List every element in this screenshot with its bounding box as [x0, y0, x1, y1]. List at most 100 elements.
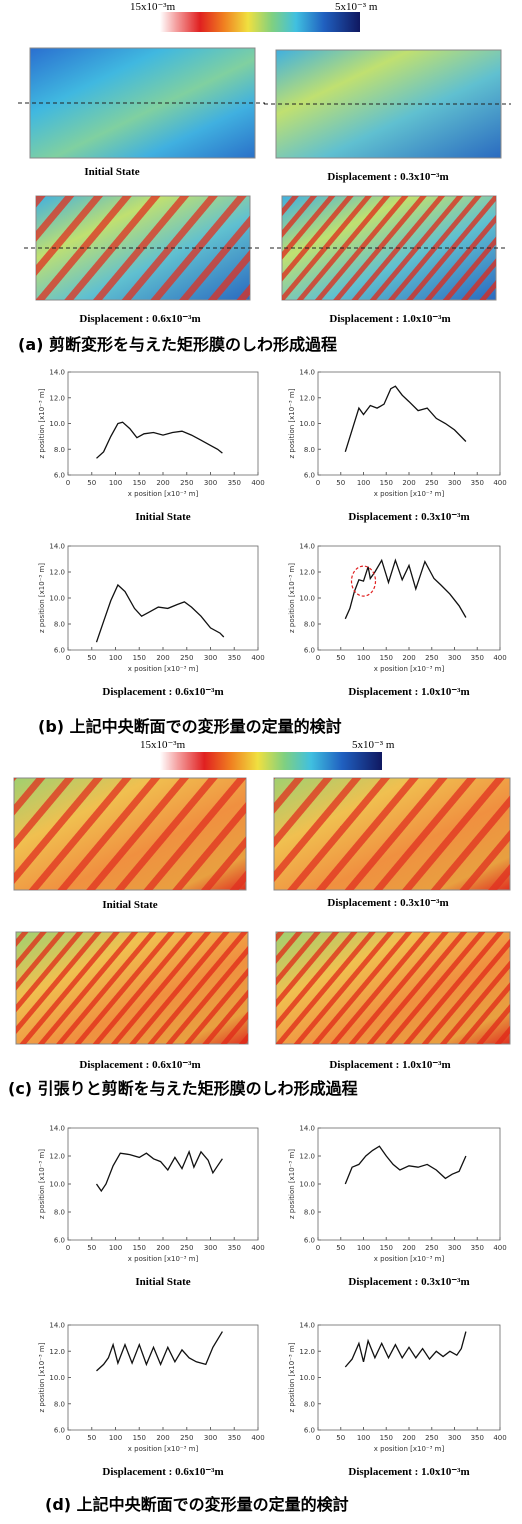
x-tick-label: 200	[156, 479, 169, 487]
y-tick-label: 14.0	[299, 1322, 315, 1330]
y-tick-label: 6.0	[304, 647, 315, 655]
x-tick-label: 200	[156, 1434, 169, 1442]
x-tick-label: 100	[109, 654, 122, 662]
colorbar	[160, 752, 382, 770]
x-tick-label: 300	[448, 1434, 461, 1442]
x-tick-label: 200	[402, 479, 415, 487]
y-axis-label: z position [x10⁻³ m]	[38, 388, 46, 458]
colorbar	[160, 12, 360, 32]
x-tick-label: 100	[357, 1434, 370, 1442]
x-tick-label: 150	[380, 1434, 393, 1442]
y-tick-label: 8.0	[304, 1209, 315, 1217]
x-axis-label: x position [x10⁻³ m]	[128, 490, 199, 498]
x-tick-label: 250	[425, 1434, 438, 1442]
chart-caption: Initial State	[135, 511, 190, 523]
y-tick-label: 12.0	[299, 394, 315, 402]
data-line	[97, 422, 223, 458]
wrinkle-bands	[274, 778, 510, 890]
data-line	[345, 386, 466, 452]
chart-caption: Displacement : 0.3x10⁻³m	[348, 511, 469, 523]
x-axis-label: x position [x10⁻³ m]	[374, 1255, 445, 1263]
x-tick-label: 400	[493, 1434, 506, 1442]
y-tick-label: 12.0	[299, 569, 315, 577]
data-line	[97, 1332, 223, 1371]
y-tick-label: 14.0	[49, 369, 65, 377]
data-line	[345, 1146, 466, 1184]
y-tick-label: 6.0	[54, 647, 65, 655]
x-tick-label: 200	[402, 654, 415, 662]
colorbar-label: 15x10⁻³m	[130, 1, 176, 13]
x-tick-label: 200	[156, 1244, 169, 1252]
colorbar-label: 15x10⁻³m	[140, 739, 186, 751]
y-tick-label: 12.0	[49, 569, 65, 577]
x-axis-label: x position [x10⁻³ m]	[374, 490, 445, 498]
y-tick-label: 10.0	[49, 420, 65, 428]
y-tick-label: 10.0	[49, 1374, 65, 1382]
chart-caption: Displacement : 0.3x10⁻³m	[348, 1276, 469, 1288]
x-tick-label: 300	[204, 1434, 217, 1442]
y-tick-label: 12.0	[299, 1348, 315, 1356]
y-tick-label: 14.0	[49, 1125, 65, 1133]
y-tick-label: 10.0	[49, 595, 65, 603]
panel-title: (b) 上記中央断面での変形量の定量的検討	[38, 717, 342, 736]
x-tick-label: 300	[204, 479, 217, 487]
plot-area	[68, 1325, 258, 1430]
x-tick-label: 400	[251, 1434, 264, 1442]
chart-caption: Initial State	[135, 1276, 190, 1288]
plot-area	[68, 546, 258, 650]
x-tick-label: 0	[66, 479, 70, 487]
image-caption: Displacement : 1.0x10⁻³m	[329, 313, 450, 325]
figure: 15x10⁻³m 5x10⁻³ m Initial State Displace…	[0, 0, 522, 1524]
x-axis-label: x position [x10⁻³ m]	[374, 1445, 445, 1453]
x-tick-label: 400	[251, 654, 264, 662]
x-tick-label: 0	[316, 479, 320, 487]
plot-area	[318, 1325, 500, 1430]
chart-caption: Displacement : 1.0x10⁻³m	[348, 686, 469, 698]
y-tick-label: 14.0	[299, 543, 315, 551]
y-tick-label: 10.0	[299, 1181, 315, 1189]
chart-caption: Displacement : 1.0x10⁻³m	[348, 1466, 469, 1478]
y-tick-label: 8.0	[304, 621, 315, 629]
image-caption: Displacement : 1.0x10⁻³m	[329, 1059, 450, 1071]
image-caption: Initial State	[84, 166, 139, 178]
y-tick-label: 6.0	[54, 1427, 65, 1435]
x-tick-label: 400	[493, 479, 506, 487]
y-tick-label: 6.0	[54, 1237, 65, 1245]
data-line	[345, 1332, 466, 1367]
image-caption: Displacement : 0.6x10⁻³m	[79, 313, 200, 325]
colorbar-label: 5x10⁻³ m	[335, 1, 378, 13]
y-tick-label: 14.0	[49, 543, 65, 551]
x-tick-label: 100	[357, 479, 370, 487]
y-tick-label: 10.0	[299, 420, 315, 428]
y-tick-label: 8.0	[54, 621, 65, 629]
panel-title: (d) 上記中央断面での変形量の定量的検討	[45, 1495, 349, 1514]
x-axis-label: x position [x10⁻³ m]	[128, 1255, 199, 1263]
y-tick-label: 10.0	[299, 595, 315, 603]
x-tick-label: 50	[336, 1244, 345, 1252]
y-tick-label: 8.0	[304, 446, 315, 454]
y-tick-label: 12.0	[49, 1348, 65, 1356]
y-tick-label: 14.0	[299, 1125, 315, 1133]
wrinkle-bands	[14, 778, 246, 890]
data-line	[97, 1152, 223, 1191]
x-tick-label: 350	[471, 479, 484, 487]
x-tick-label: 150	[380, 1244, 393, 1252]
x-tick-label: 250	[425, 479, 438, 487]
x-tick-label: 250	[180, 654, 193, 662]
image-caption: Displacement : 0.6x10⁻³m	[79, 1059, 200, 1071]
x-tick-label: 250	[180, 1434, 193, 1442]
colorbar-label: 5x10⁻³ m	[352, 739, 395, 751]
y-tick-label: 12.0	[299, 1153, 315, 1161]
y-axis-label: z position [x10⁻³ m]	[288, 1342, 296, 1412]
x-tick-label: 100	[109, 1434, 122, 1442]
x-tick-label: 250	[425, 654, 438, 662]
x-tick-label: 300	[448, 1244, 461, 1252]
x-tick-label: 400	[493, 654, 506, 662]
x-tick-label: 300	[448, 479, 461, 487]
x-tick-label: 50	[87, 1244, 96, 1252]
x-tick-label: 0	[316, 1434, 320, 1442]
y-tick-label: 8.0	[54, 1209, 65, 1217]
x-tick-label: 400	[493, 1244, 506, 1252]
x-tick-label: 250	[180, 479, 193, 487]
y-axis-label: z position [x10⁻³ m]	[38, 563, 46, 633]
